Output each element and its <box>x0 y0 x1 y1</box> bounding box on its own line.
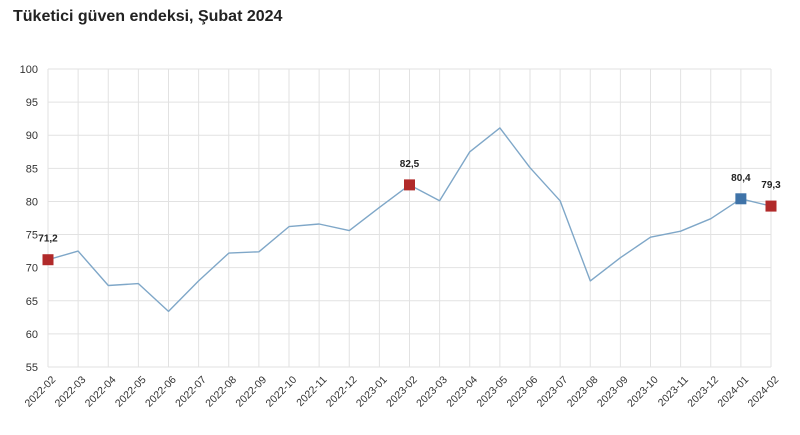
highlight-marker <box>765 200 777 212</box>
y-tick-label: 95 <box>26 97 38 109</box>
grid <box>47 68 772 368</box>
x-tick-label: 2022-02 <box>23 374 59 410</box>
x-tick-label: 2022-09 <box>233 374 269 410</box>
x-tick-label: 2024-02 <box>746 374 782 410</box>
x-tick-label: 2023-02 <box>384 374 420 410</box>
highlight-marker <box>42 254 54 266</box>
y-tick-label: 75 <box>26 230 38 242</box>
x-tick-label: 2023-01 <box>354 374 390 410</box>
x-tick-label: 2023-07 <box>535 374 571 410</box>
y-tick-label: 85 <box>26 163 38 175</box>
data-label: 79,3 <box>761 180 781 191</box>
x-tick-label: 2023-03 <box>414 374 450 410</box>
x-tick-label: 2022-06 <box>143 374 179 410</box>
y-tick-label: 65 <box>26 296 38 308</box>
y-tick-label: 55 <box>26 362 38 374</box>
y-tick-label: 100 <box>20 64 38 76</box>
x-tick-label: 2023-12 <box>685 374 721 410</box>
x-tick-label: 2023-04 <box>444 374 480 410</box>
x-tick-label: 2022-05 <box>113 374 149 410</box>
x-tick-label: 2023-05 <box>474 374 510 410</box>
data-label: 82,5 <box>400 159 420 170</box>
x-tick-label: 2022-08 <box>203 374 239 410</box>
x-tick-label: 2022-04 <box>83 374 119 410</box>
y-tick-label: 70 <box>26 263 38 275</box>
y-axis: 55 60 65 70 75 80 85 90 95 100 <box>20 64 38 374</box>
x-tick-label: 2023-10 <box>625 374 661 410</box>
highlight-marker <box>735 193 747 205</box>
y-tick-label: 60 <box>26 329 38 341</box>
highlight-group: 71,2 82,5 80,4 79,3 <box>38 159 781 266</box>
data-label: 71,2 <box>38 234 58 245</box>
highlight-marker <box>404 179 415 191</box>
x-tick-label: 2022-07 <box>173 374 209 410</box>
x-tick-label: 2022-11 <box>294 374 329 409</box>
x-axis: 2022-022022-032022-042022-052022-062022-… <box>23 374 782 410</box>
x-tick-label: 2023-09 <box>595 374 631 410</box>
data-label: 80,4 <box>731 173 751 184</box>
x-tick-label: 2023-08 <box>565 374 601 410</box>
chart-title: Tüketici güven endeksi, Şubat 2024 <box>13 8 283 25</box>
y-tick-label: 90 <box>26 130 38 142</box>
x-tick-label: 2022-10 <box>264 374 300 410</box>
x-tick-label: 2024-01 <box>715 374 751 410</box>
x-tick-label: 2023-06 <box>505 374 541 410</box>
x-tick-label: 2022-12 <box>324 374 360 410</box>
x-tick-label: 2023-11 <box>656 374 691 409</box>
x-tick-label: 2022-03 <box>53 374 89 410</box>
y-tick-label: 80 <box>26 196 38 208</box>
